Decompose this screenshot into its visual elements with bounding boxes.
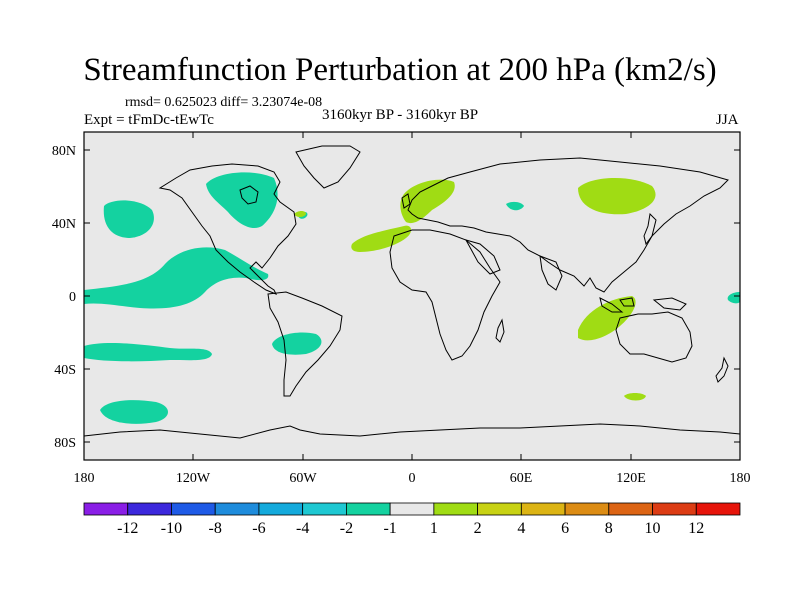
coast-africa bbox=[389, 229, 501, 361]
colorbar-label: 2 bbox=[474, 520, 482, 537]
colorbar-label: 4 bbox=[517, 520, 525, 537]
coast-hudson-bay bbox=[239, 185, 259, 205]
colorbar-label: -2 bbox=[340, 520, 353, 537]
coast-uk bbox=[401, 193, 411, 209]
colorbar-swatch bbox=[477, 502, 522, 516]
coast-japan bbox=[643, 212, 657, 246]
colorbar-swatch bbox=[608, 502, 653, 516]
region-negative-canada bbox=[206, 172, 278, 229]
colorbar-swatch bbox=[171, 502, 216, 516]
region-positive-europe bbox=[400, 179, 455, 224]
contour-regions bbox=[84, 172, 740, 424]
coast-australia bbox=[615, 311, 693, 363]
colorbar-label: 10 bbox=[645, 520, 661, 537]
lon-label-180e: 180 bbox=[730, 471, 751, 486]
colorbar-swatch bbox=[695, 502, 741, 516]
colorbar-swatch bbox=[652, 502, 697, 516]
coast-europe-asia bbox=[407, 157, 729, 293]
colorbar-swatch bbox=[83, 502, 129, 516]
experiment-label: Expt = tFmDc-tEwTc bbox=[84, 112, 214, 128]
coast-new-zealand bbox=[715, 356, 729, 383]
lat-label-40n: 40N bbox=[52, 217, 76, 232]
lon-label-120w: 120W bbox=[176, 471, 211, 486]
colorbar-swatch bbox=[433, 502, 479, 516]
colorbar-label: -4 bbox=[296, 520, 309, 537]
colorbar-label: 1 bbox=[430, 520, 438, 537]
region-negative-southern-ocean bbox=[100, 400, 168, 424]
region-positive-north-atlantic-dot bbox=[294, 211, 306, 217]
coast-indonesia bbox=[599, 297, 635, 313]
colorbar-label: -6 bbox=[252, 520, 265, 537]
lon-label-180w: 180 bbox=[74, 471, 95, 486]
region-positive-east-atlantic bbox=[351, 225, 412, 252]
colorbar-swatch bbox=[520, 502, 566, 516]
lat-label-80n: 80N bbox=[52, 144, 76, 159]
coast-antarctica bbox=[84, 423, 740, 439]
colorbar-label: -8 bbox=[209, 520, 222, 537]
latitude-ticks: 80N 40N 0 40S 80S bbox=[52, 144, 740, 451]
lon-label-120e: 120E bbox=[616, 471, 646, 486]
region-negative-dateline bbox=[727, 292, 740, 304]
statistics-text: rmsd= 0.625023 diff= 3.23074e-08 bbox=[125, 95, 323, 110]
region-negative-tropical-pacific bbox=[84, 247, 269, 309]
lon-label-60w: 60W bbox=[289, 471, 317, 486]
coast-madagascar bbox=[495, 318, 505, 343]
colorbar-swatch bbox=[564, 502, 610, 516]
season-label: JJA bbox=[716, 112, 739, 128]
colorbar-swatch bbox=[389, 502, 435, 516]
coast-greenland bbox=[295, 145, 361, 189]
coast-new-guinea bbox=[652, 297, 687, 311]
region-positive-indonesia bbox=[578, 296, 636, 341]
colorbar-label: 6 bbox=[561, 520, 569, 537]
lat-label-80s: 80S bbox=[54, 436, 76, 451]
colorbar-swatch bbox=[302, 502, 347, 516]
lon-label-60e: 60E bbox=[510, 471, 533, 486]
colorbar-swatch bbox=[127, 502, 172, 516]
time-period: 3160kyr BP - 3160kyr BP bbox=[321, 107, 479, 123]
lat-label-40s: 40S bbox=[54, 363, 76, 378]
region-negative-south-america bbox=[272, 332, 322, 355]
coastlines bbox=[84, 145, 740, 439]
colorbar-label: -10 bbox=[161, 520, 182, 537]
colorbar-label: 8 bbox=[605, 520, 613, 537]
colorbar-label: -12 bbox=[117, 520, 138, 537]
colorbar: -12 -10 -8 -6 -4 -2 -1 1 2 4 6 8 10 12 bbox=[83, 502, 741, 537]
coast-india bbox=[539, 255, 563, 291]
colorbar-label: -1 bbox=[383, 520, 396, 537]
colorbar-swatch bbox=[258, 502, 304, 516]
region-positive-south-indian bbox=[624, 393, 646, 401]
colorbar-swatch bbox=[214, 502, 260, 516]
map-title: Streamfunction Perturbation at 200 hPa (… bbox=[83, 52, 717, 88]
region-positive-mongolia bbox=[578, 177, 656, 215]
region-negative-central-asia bbox=[506, 201, 524, 211]
longitude-ticks: 180 120W 60W 0 60E 120E 180 bbox=[74, 132, 751, 486]
region-negative-north-pacific bbox=[103, 200, 154, 238]
coast-north-america bbox=[158, 163, 297, 295]
colorbar-swatch bbox=[345, 502, 391, 516]
lat-label-eq: 0 bbox=[69, 290, 76, 305]
region-negative-south-pacific bbox=[84, 342, 212, 362]
coast-arabia bbox=[464, 239, 501, 275]
lon-label-0: 0 bbox=[409, 471, 416, 486]
colorbar-label: 12 bbox=[688, 520, 704, 537]
coast-south-america bbox=[267, 291, 343, 397]
